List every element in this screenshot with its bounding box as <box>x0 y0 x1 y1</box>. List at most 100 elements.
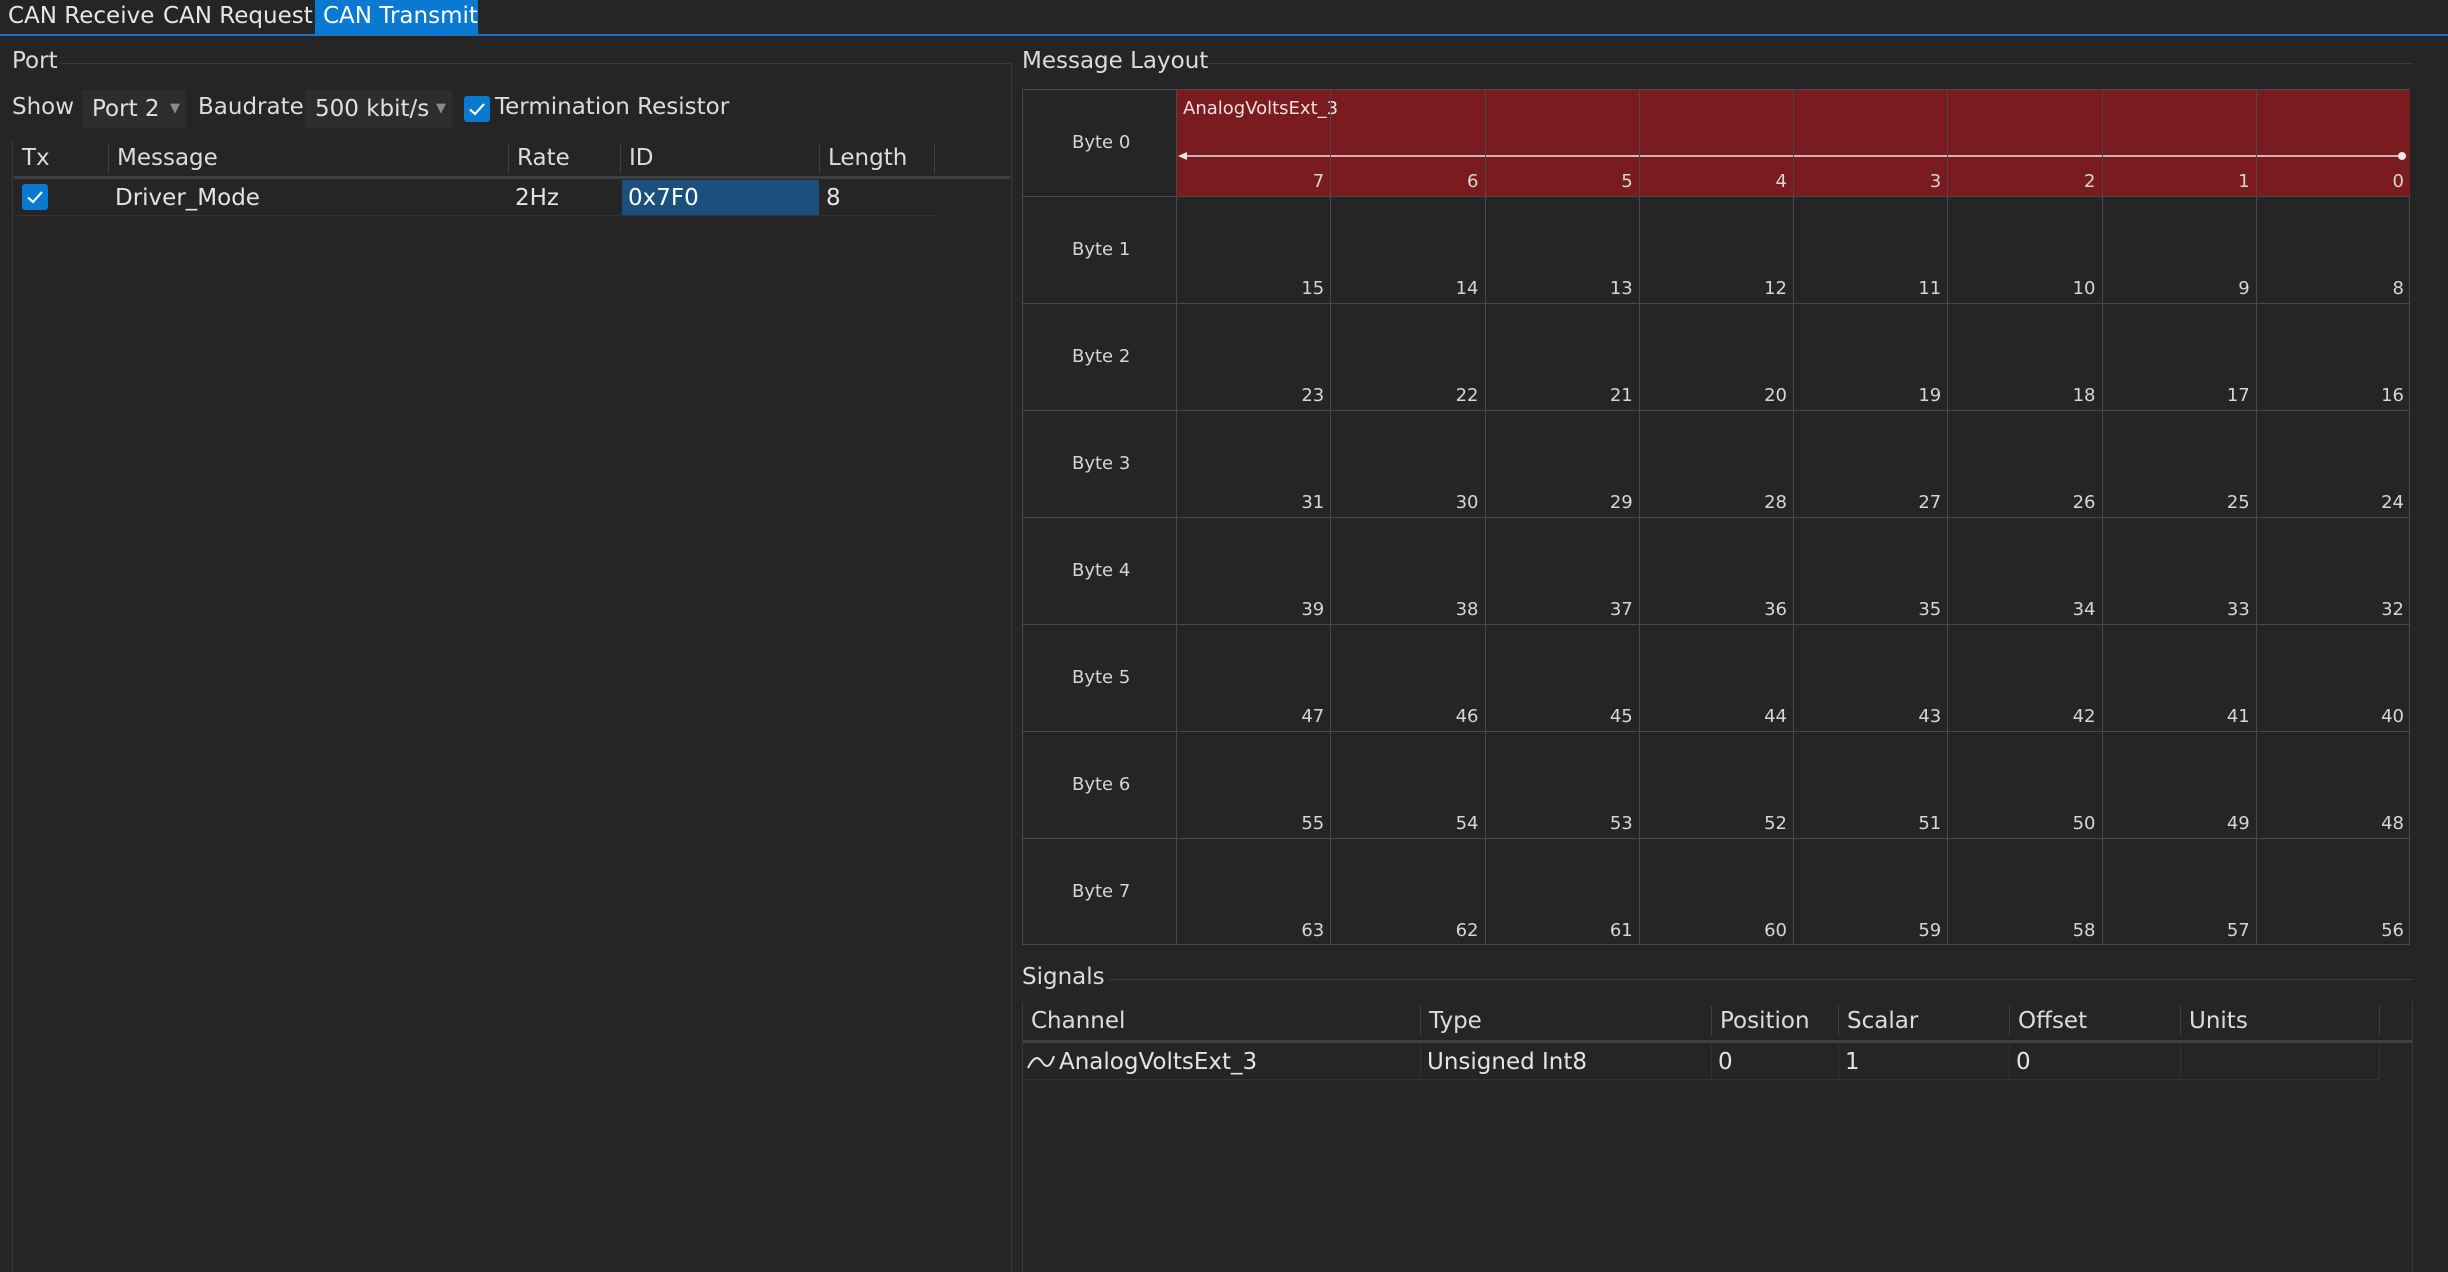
bit-cell[interactable]: 12 <box>1638 197 1793 303</box>
bit-cell[interactable]: 48 <box>2255 732 2410 838</box>
bit-cell[interactable]: 20 <box>1638 304 1793 410</box>
col-divider <box>2379 1044 2380 1080</box>
bit-cell[interactable]: 32 <box>2255 518 2410 624</box>
tab-can-receive[interactable]: CAN Receive <box>8 3 155 29</box>
bit-cell[interactable]: 8 <box>2255 197 2410 303</box>
col-header-id[interactable]: ID <box>629 145 654 171</box>
bit-number: 48 <box>2381 813 2404 834</box>
bit-cell[interactable]: 16 <box>2255 304 2410 410</box>
bit-cell[interactable]: 34 <box>1947 518 2101 624</box>
bit-cell[interactable]: 30 <box>1330 411 1484 517</box>
bit-cell[interactable]: 35 <box>1793 518 1947 624</box>
bit-cell[interactable]: 24 <box>2255 411 2410 517</box>
bit-cell[interactable]: 1 <box>2101 90 2256 196</box>
position-cell[interactable]: 0 <box>1718 1049 1733 1075</box>
port-select[interactable]: Port 2 ▼ <box>82 90 186 128</box>
bit-cell[interactable]: 33 <box>2101 518 2256 624</box>
table-row[interactable]: AnalogVoltsExt_3 Unsigned Int8 0 1 0 <box>1023 1044 2380 1080</box>
tab-can-transmit[interactable]: CAN Transmit <box>315 0 478 34</box>
bit-cell[interactable]: 10 <box>1947 197 2101 303</box>
bit-cell[interactable]: 61 <box>1484 839 1639 945</box>
bit-cell[interactable]: 42 <box>1947 625 2101 731</box>
bit-cell[interactable]: 56 <box>2255 839 2410 945</box>
col-header-type[interactable]: Type <box>1429 1008 1482 1034</box>
baudrate-select[interactable]: 500 kbit/s ▼ <box>305 90 452 128</box>
col-header-offset[interactable]: Offset <box>2018 1008 2088 1034</box>
col-header-length[interactable]: Length <box>828 145 908 171</box>
bit-cell[interactable]: 15 <box>1176 197 1330 303</box>
type-cell[interactable]: Unsigned Int8 <box>1427 1049 1588 1075</box>
bit-cell[interactable]: 59 <box>1793 839 1947 945</box>
bit-cell[interactable]: 46 <box>1330 625 1484 731</box>
bit-cell[interactable]: 54 <box>1330 732 1484 838</box>
bit-number: 10 <box>2072 278 2096 299</box>
bit-cell[interactable]: 11 <box>1793 197 1947 303</box>
bit-cell[interactable]: 23 <box>1176 304 1330 410</box>
bit-cell[interactable]: 37 <box>1484 518 1639 624</box>
bit-cell[interactable]: 14 <box>1330 197 1484 303</box>
bit-cell[interactable]: 57 <box>2101 839 2256 945</box>
scalar-cell[interactable]: 1 <box>1845 1049 1860 1075</box>
col-header-message[interactable]: Message <box>117 145 218 171</box>
bit-cell[interactable]: 53 <box>1484 732 1639 838</box>
bit-cell[interactable]: 6 <box>1330 90 1484 196</box>
bit-cell[interactable]: 38 <box>1330 518 1484 624</box>
bit-cell[interactable]: 5 <box>1484 90 1639 196</box>
bit-cell[interactable]: 39 <box>1176 518 1330 624</box>
bit-cell[interactable]: 25 <box>2101 411 2256 517</box>
bit-cell[interactable]: 9 <box>2101 197 2256 303</box>
bit-cell[interactable]: 45 <box>1484 625 1639 731</box>
bit-cell[interactable]: 4 <box>1638 90 1793 196</box>
bit-cell[interactable]: 36 <box>1638 518 1793 624</box>
bit-cell[interactable]: 58 <box>1947 839 2101 945</box>
bit-cell[interactable]: 19 <box>1793 304 1947 410</box>
bit-cell[interactable]: 17 <box>2101 304 2256 410</box>
bit-cell[interactable]: 29 <box>1484 411 1639 517</box>
bit-cell[interactable]: 0 <box>2255 90 2410 196</box>
termination-checkbox[interactable] <box>464 96 490 122</box>
bit-cell[interactable]: 41 <box>2101 625 2256 731</box>
offset-cell[interactable]: 0 <box>2016 1049 2031 1075</box>
bit-cell[interactable]: 63 <box>1176 839 1330 945</box>
id-cell[interactable]: 0x7F0 <box>622 180 819 216</box>
bit-cell[interactable]: 21 <box>1484 304 1639 410</box>
table-row[interactable]: Driver_Mode 2Hz 0x7F0 8 <box>14 180 936 216</box>
bit-cell[interactable]: 49 <box>2101 732 2256 838</box>
bit-cell[interactable]: 55 <box>1176 732 1330 838</box>
bit-cell[interactable]: 31 <box>1176 411 1330 517</box>
bit-cell[interactable]: 51 <box>1793 732 1947 838</box>
rate-cell[interactable]: 2Hz <box>515 185 560 211</box>
channel-cell[interactable]: AnalogVoltsExt_3 <box>1059 1049 1258 1075</box>
col-header-units[interactable]: Units <box>2189 1008 2248 1034</box>
bit-cell[interactable]: 44 <box>1638 625 1793 731</box>
bit-cell[interactable]: 60 <box>1638 839 1793 945</box>
bit-cell[interactable]: 28 <box>1638 411 1793 517</box>
bit-cell[interactable]: 27 <box>1793 411 1947 517</box>
tx-checkbox[interactable] <box>22 184 48 210</box>
bit-cell[interactable]: 43 <box>1793 625 1947 731</box>
col-divider <box>508 144 509 174</box>
bit-cell[interactable]: 52 <box>1638 732 1793 838</box>
bit-cell[interactable]: 26 <box>1947 411 2101 517</box>
bit-cell[interactable]: 50 <box>1947 732 2101 838</box>
units-cell[interactable] <box>2181 1044 2379 1080</box>
bit-cell[interactable]: 2 <box>1947 90 2101 196</box>
message-cell[interactable]: Driver_Mode <box>115 185 260 211</box>
bit-cell[interactable]: 13 <box>1484 197 1639 303</box>
bit-cell[interactable]: 22 <box>1330 304 1484 410</box>
termination-label[interactable]: Termination Resistor <box>495 94 730 120</box>
bit-cell[interactable]: 47 <box>1176 625 1330 731</box>
bit-cell[interactable]: 62 <box>1330 839 1484 945</box>
col-header-position[interactable]: Position <box>1720 1008 1810 1034</box>
tab-can-request[interactable]: CAN Request <box>163 3 313 29</box>
bit-cell[interactable]: 18 <box>1947 304 2101 410</box>
bit-cell[interactable]: 3 <box>1793 90 1947 196</box>
col-header-scalar[interactable]: Scalar <box>1847 1008 1919 1034</box>
col-header-channel[interactable]: Channel <box>1031 1008 1126 1034</box>
length-cell[interactable]: 8 <box>826 185 841 211</box>
col-header-rate[interactable]: Rate <box>517 145 570 171</box>
message-layout-grid[interactable]: AnalogVoltsExt_3 Byte 0 7 6 5 4 3 2 1 0 Byte 1 15 1… <box>1022 89 2410 945</box>
bit-cell[interactable]: 40 <box>2255 625 2410 731</box>
col-header-tx[interactable]: Tx <box>22 145 50 171</box>
bit-cell[interactable]: 7 <box>1176 90 1330 196</box>
